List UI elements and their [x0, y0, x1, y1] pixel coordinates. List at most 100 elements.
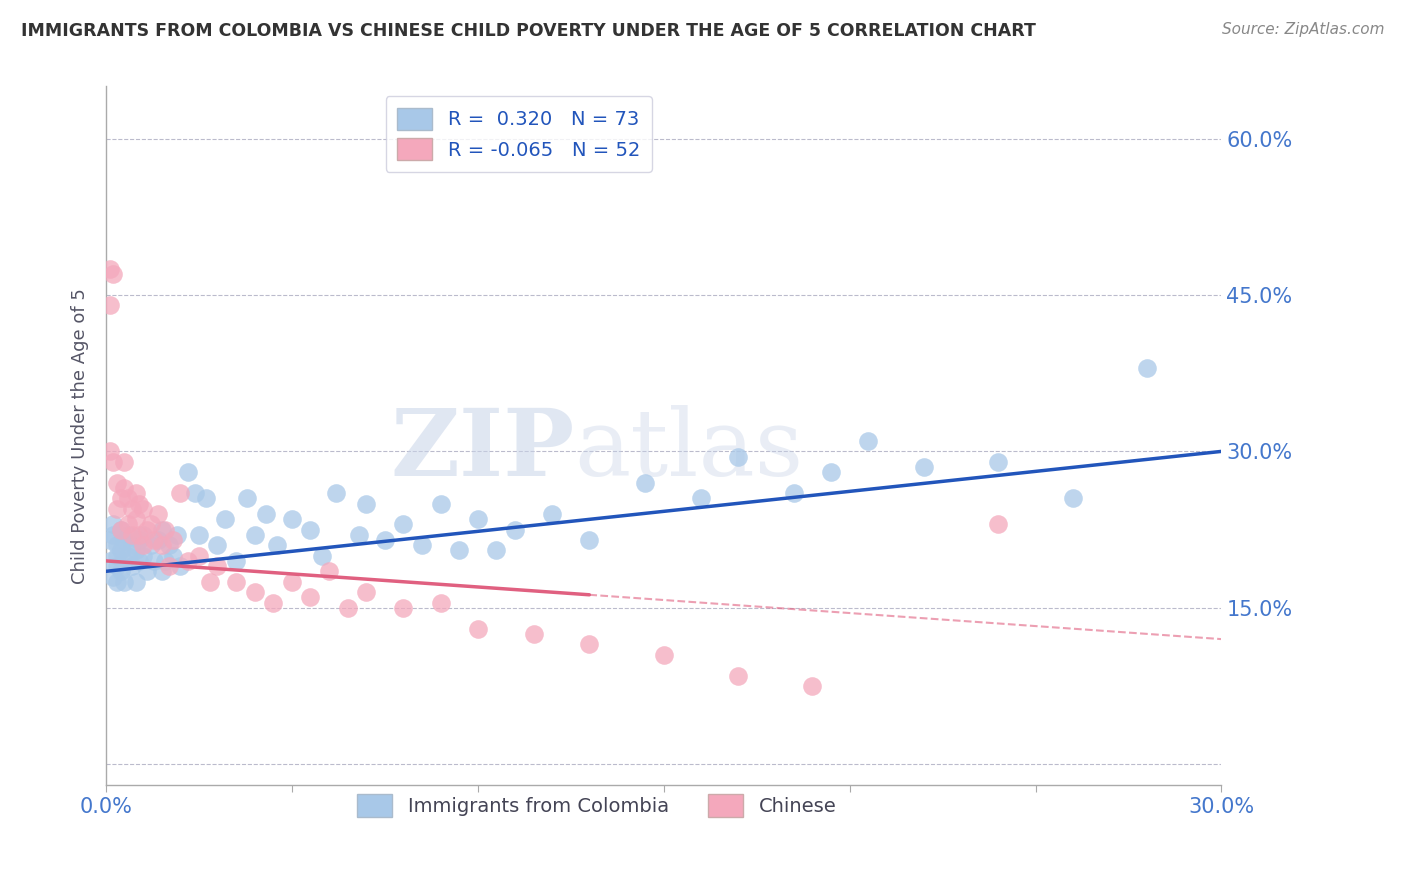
Point [162, 533, 184, 547]
Point [146, 507, 169, 521]
Point [128, 533, 150, 547]
Point [467, 622, 489, 636]
Point [429, 596, 451, 610]
Point [98, 554, 121, 568]
Point [1136, 361, 1159, 376]
Point [103, 455, 125, 469]
Point [266, 538, 288, 552]
Point [392, 600, 415, 615]
Point [243, 585, 266, 599]
Point [449, 543, 471, 558]
Point [336, 600, 359, 615]
Point [117, 517, 139, 532]
Text: Source: ZipAtlas.com: Source: ZipAtlas.com [1222, 22, 1385, 37]
Point [124, 486, 146, 500]
Point [374, 533, 396, 547]
Point [105, 549, 128, 563]
Point [503, 523, 526, 537]
Point [198, 574, 221, 589]
Point [150, 523, 173, 537]
Point [105, 559, 128, 574]
Point [281, 512, 304, 526]
Point [128, 528, 150, 542]
Point [146, 533, 169, 547]
Point [485, 543, 508, 558]
Point [187, 528, 209, 542]
Point [132, 549, 155, 563]
Point [124, 512, 146, 526]
Point [135, 564, 157, 578]
Point [195, 491, 218, 506]
Point [783, 486, 806, 500]
Point [110, 543, 132, 558]
Point [162, 549, 184, 563]
Point [98, 298, 121, 312]
Point [166, 528, 188, 542]
Point [225, 554, 247, 568]
Point [143, 533, 166, 547]
Point [169, 559, 191, 574]
Point [143, 554, 166, 568]
Point [634, 475, 657, 490]
Point [169, 486, 191, 500]
Point [987, 517, 1010, 532]
Y-axis label: Child Poverty Under the Age of 5: Child Poverty Under the Age of 5 [72, 288, 89, 583]
Point [254, 507, 277, 521]
Point [187, 549, 209, 563]
Text: ZIP: ZIP [391, 405, 575, 495]
Point [110, 564, 132, 578]
Point [105, 475, 128, 490]
Point [184, 486, 207, 500]
Point [522, 627, 544, 641]
Point [105, 574, 128, 589]
Point [105, 501, 128, 516]
Point [262, 596, 284, 610]
Point [110, 491, 132, 506]
Point [354, 585, 377, 599]
Legend: Immigrants from Colombia, Chinese: Immigrants from Colombia, Chinese [350, 787, 844, 824]
Text: atlas: atlas [575, 405, 804, 495]
Point [121, 501, 143, 516]
Point [121, 538, 143, 552]
Point [236, 491, 259, 506]
Point [727, 668, 749, 682]
Point [114, 554, 136, 568]
Point [117, 549, 139, 563]
Point [157, 559, 180, 574]
Point [132, 528, 155, 542]
Point [801, 679, 824, 693]
Point [150, 564, 173, 578]
Point [912, 460, 935, 475]
Point [325, 486, 347, 500]
Point [578, 533, 600, 547]
Point [820, 465, 842, 479]
Point [214, 512, 236, 526]
Text: IMMIGRANTS FROM COLOMBIA VS CHINESE CHILD POVERTY UNDER THE AGE OF 5 CORRELATION: IMMIGRANTS FROM COLOMBIA VS CHINESE CHIL… [21, 22, 1036, 40]
Point [114, 481, 136, 495]
Point [354, 496, 377, 510]
Point [150, 538, 173, 552]
Point [103, 569, 125, 583]
Point [281, 574, 304, 589]
Point [114, 455, 136, 469]
Point [98, 261, 121, 276]
Point [139, 538, 162, 552]
Point [117, 491, 139, 506]
Point [121, 528, 143, 542]
Point [124, 574, 146, 589]
Point [429, 496, 451, 510]
Point [121, 559, 143, 574]
Point [98, 444, 121, 458]
Point [103, 267, 125, 281]
Point [347, 528, 370, 542]
Point [117, 528, 139, 542]
Point [225, 574, 247, 589]
Point [110, 523, 132, 537]
Point [103, 517, 125, 532]
Point [110, 523, 132, 537]
Point [139, 517, 162, 532]
Point [103, 528, 125, 542]
Point [132, 538, 155, 552]
Point [392, 517, 415, 532]
Point [155, 554, 177, 568]
